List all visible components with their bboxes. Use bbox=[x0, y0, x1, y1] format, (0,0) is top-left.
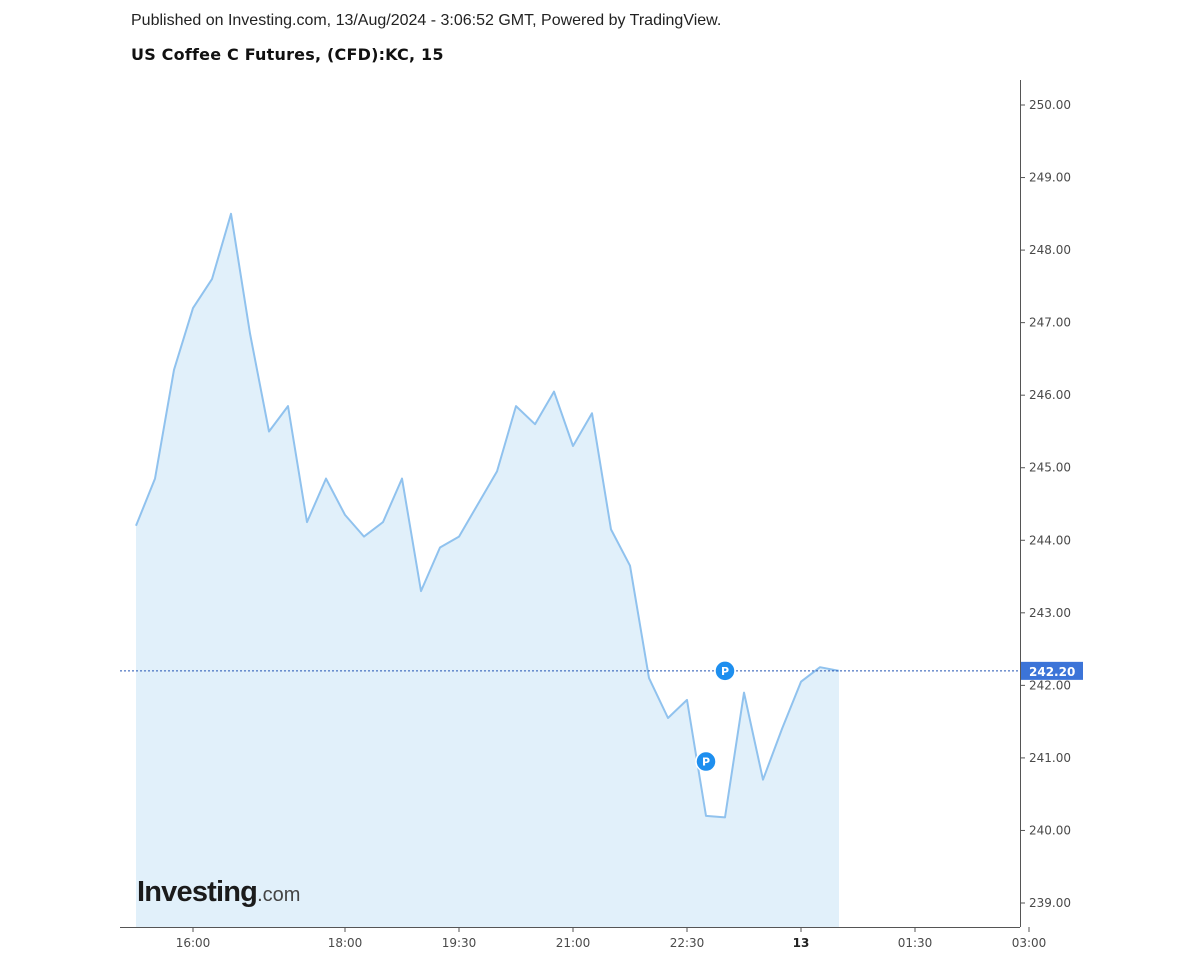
event-marker-circle bbox=[695, 750, 717, 773]
event-marker-label: P bbox=[721, 665, 729, 678]
y-tick-label: 248.00 bbox=[1029, 243, 1071, 257]
last-price-badge: 242.20 bbox=[1021, 661, 1083, 680]
y-tick-label: 250.00 bbox=[1029, 98, 1071, 112]
y-tick-label: 242.00 bbox=[1029, 678, 1071, 692]
y-tick-label: 246.00 bbox=[1029, 388, 1071, 402]
x-tick-label: 16:00 bbox=[176, 936, 211, 950]
x-tick-label: 22:30 bbox=[670, 936, 705, 950]
x-tick-label: 01:30 bbox=[898, 936, 933, 950]
y-tick-label: 243.00 bbox=[1029, 606, 1071, 620]
y-tick-label: 249.00 bbox=[1029, 171, 1071, 185]
y-tick-label: 239.00 bbox=[1029, 896, 1071, 910]
series-area bbox=[136, 213, 839, 928]
y-tick-label: 245.00 bbox=[1029, 461, 1071, 475]
x-tick-label: 03:00 bbox=[1012, 936, 1047, 950]
x-tick-label: 21:00 bbox=[556, 936, 591, 950]
published-caption: Published on Investing.com, 13/Aug/2024 … bbox=[131, 12, 722, 29]
investing-logo: Investing.com bbox=[137, 876, 300, 909]
chart-title: US Coffee C Futures, (CFD):KC, 15 bbox=[131, 45, 444, 64]
x-tick-label: 18:00 bbox=[328, 936, 363, 950]
y-tick-label: 247.00 bbox=[1029, 316, 1071, 330]
last-price-badge-bg bbox=[1021, 661, 1083, 680]
series-line bbox=[135, 212, 840, 819]
y-tick-label: 244.00 bbox=[1029, 533, 1071, 547]
y-tick-label: 240.00 bbox=[1029, 823, 1071, 837]
logo-brand: Investing bbox=[137, 876, 258, 908]
x-tick-label: 13 bbox=[793, 936, 810, 950]
y-tick-label: 241.00 bbox=[1029, 751, 1071, 765]
event-marker[interactable]: P bbox=[695, 750, 717, 773]
x-tick-label: 19:30 bbox=[442, 936, 477, 950]
logo-domain: .com bbox=[257, 884, 301, 906]
last-price-label: 242.20 bbox=[1029, 665, 1075, 679]
event-marker-circle bbox=[714, 660, 736, 682]
event-marker[interactable]: P bbox=[714, 660, 736, 682]
event-marker-label: P bbox=[702, 756, 710, 769]
